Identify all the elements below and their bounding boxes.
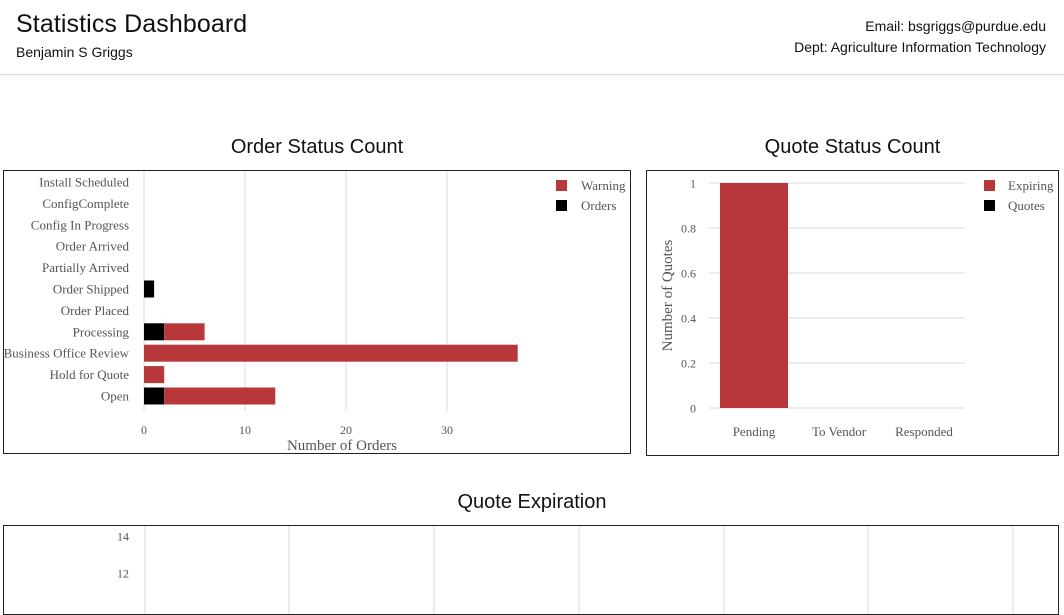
- y-axis-label: Number of Quotes: [660, 240, 676, 352]
- bar-orders: [144, 280, 155, 298]
- y-tick-label: Hold for Quote: [50, 367, 130, 382]
- x-tick-label: Pending: [733, 424, 776, 439]
- y-tick-label: Business Office Review: [4, 346, 130, 361]
- x-tick-label: Responded: [895, 424, 953, 439]
- user-email: Email: bsgriggs@purdue.edu: [865, 18, 1046, 34]
- y-tick-label: 1: [690, 177, 696, 191]
- quote-expiration-chart-title: Quote Expiration: [457, 491, 607, 513]
- legend-swatch-orders: [556, 200, 567, 211]
- y-tick-label: 0.2: [681, 357, 696, 371]
- x-tick-label: To Vendor: [812, 424, 867, 439]
- quote-expiration-chart-svg: 14 12: [117, 526, 1014, 614]
- y-tick-label: 12: [117, 567, 129, 581]
- y-tick-label: Order Placed: [61, 303, 130, 318]
- quote-status-chart: 0 0.2 0.4 0.6 0.8 1 Number of Quotes Pending To …: [646, 170, 1059, 456]
- quote-status-chart-svg: 0 0.2 0.4 0.6 0.8 1 Number of Quotes Pending To …: [660, 177, 1054, 440]
- y-tick-label: Config In Progress: [31, 217, 129, 232]
- y-tick-label: Partially Arrived: [42, 260, 130, 275]
- legend-swatch-expiring: [984, 180, 995, 191]
- legend-label-expiring: Expiring: [1008, 178, 1054, 193]
- legend-label-orders: Orders: [581, 198, 616, 213]
- quote-expiration-chart: 14 12: [3, 525, 1059, 615]
- y-tick-label: 0.4: [681, 312, 696, 326]
- x-tick-label: 0: [141, 423, 147, 437]
- order-status-chart-title: Order Status Count: [230, 136, 404, 158]
- user-name: Benjamin S Griggs: [16, 44, 133, 60]
- order-status-chart: 0 10 20 30 Number of Orders Install Scheduled…: [3, 170, 631, 454]
- y-tick-label: 0: [690, 402, 696, 416]
- legend-swatch-warning: [556, 180, 567, 191]
- bar-warning: [144, 344, 518, 362]
- y-tick-label: 0.6: [681, 267, 696, 281]
- page-title: Statistics Dashboard: [16, 10, 248, 38]
- x-tick-label: 30: [441, 423, 453, 437]
- bar-orders: [144, 387, 165, 405]
- bar-orders: [144, 323, 165, 341]
- x-tick-label: 10: [239, 423, 251, 437]
- y-tick-label: 14: [117, 530, 129, 544]
- y-tick-label: Order Arrived: [56, 239, 130, 254]
- y-tick-label: Open: [101, 389, 130, 404]
- x-tick-label: 20: [340, 423, 352, 437]
- y-tick-label: ConfigComplete: [42, 196, 129, 211]
- y-tick-label: Processing: [73, 324, 130, 339]
- y-tick-label: Order Shipped: [53, 282, 130, 297]
- bar-warning: [164, 323, 205, 341]
- bar-warning: [144, 366, 165, 384]
- bar-expiring: [720, 183, 788, 408]
- user-department: Dept: Agriculture Information Technology: [794, 39, 1046, 55]
- y-tick-label: Install Scheduled: [39, 175, 129, 190]
- y-tick-label: 0.8: [681, 222, 696, 236]
- legend-swatch-quotes: [984, 200, 995, 211]
- quote-status-chart-title: Quote Status Count: [764, 136, 941, 158]
- legend-label-warning: Warning: [581, 178, 626, 193]
- order-status-chart-svg: 0 10 20 30 Number of Orders Install Scheduled…: [4, 171, 626, 453]
- page-header: Statistics Dashboard Benjamin S Griggs E…: [0, 0, 1064, 75]
- bar-warning: [164, 387, 276, 405]
- x-axis-label: Number of Orders: [287, 438, 397, 453]
- legend-label-quotes: Quotes: [1008, 198, 1045, 213]
